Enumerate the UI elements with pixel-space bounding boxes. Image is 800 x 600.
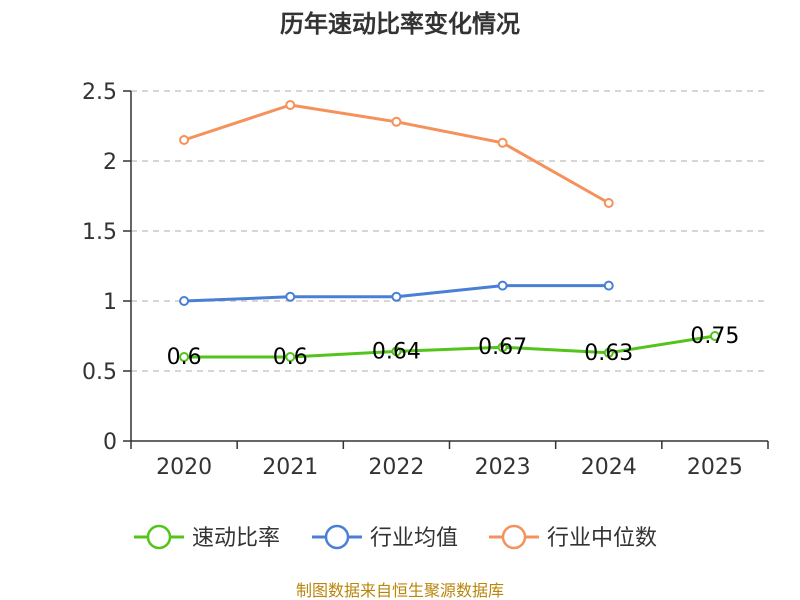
data-point — [391, 346, 402, 357]
series-line — [184, 334, 716, 359]
data-point — [391, 116, 402, 127]
y-tick-label: 2 — [103, 150, 117, 175]
data-label: 0.64 — [372, 339, 421, 364]
data-point — [179, 352, 190, 362]
data-point — [179, 135, 190, 145]
data-point — [603, 198, 614, 208]
data-point — [497, 280, 508, 291]
data-point — [603, 280, 614, 291]
y-tick-label: 0 — [103, 430, 117, 455]
x-tick-label: 2020 — [156, 455, 212, 480]
legend-label: 速动比率 — [192, 526, 280, 551]
legend-label: 行业均值 — [370, 526, 458, 551]
legend-item[interactable]: 速动比率 — [134, 524, 280, 551]
legend-label: 行业中位数 — [547, 526, 657, 551]
legend[interactable]: 速动比率 行业均值 行业中位数 — [134, 524, 657, 551]
series-group — [179, 100, 720, 362]
x-tick-label: 2022 — [368, 455, 424, 480]
data-point — [179, 296, 190, 306]
x-tick-label: 2025 — [687, 455, 743, 480]
data-point — [709, 331, 720, 341]
source-note: 制图数据来自恒生聚源数据库 — [296, 581, 504, 600]
data-point — [285, 352, 296, 362]
y-tick-label: 1 — [103, 290, 117, 315]
data-point — [285, 291, 296, 302]
data-label: 0.75 — [690, 324, 739, 349]
legend-marker — [146, 524, 172, 550]
data-labels: 0.6 0.6 0.64 0.67 0.63 0.75 — [167, 324, 740, 370]
data-label: 0.6 — [273, 345, 308, 370]
data-label: 0.6 — [167, 345, 202, 370]
x-tick-label: 2023 — [475, 455, 531, 480]
data-point — [603, 347, 614, 358]
legend-item[interactable]: 行业中位数 — [489, 524, 657, 551]
chart-title: 历年速动比率变化情况 — [280, 10, 520, 38]
legend-marker — [324, 524, 350, 550]
data-point — [391, 291, 402, 302]
y-tick-label: 0.5 — [82, 360, 117, 385]
data-point — [497, 137, 508, 148]
legend-marker — [501, 524, 527, 550]
legend-item[interactable]: 行业均值 — [312, 524, 458, 551]
y-tick-label: 2.5 — [82, 80, 117, 105]
data-label: 0.67 — [478, 335, 527, 360]
grid-lines — [131, 90, 768, 372]
y-tick-label: 1.5 — [82, 220, 117, 245]
data-point — [285, 100, 296, 110]
data-label: 0.63 — [584, 341, 633, 366]
axes: 0 0.5 1 1.5 2 2.5 2020 2021 2022 2023 2024 2025 — [82, 80, 769, 480]
data-point — [497, 342, 508, 353]
x-tick-label: 2024 — [581, 455, 637, 480]
x-tick-label: 2021 — [262, 455, 318, 480]
